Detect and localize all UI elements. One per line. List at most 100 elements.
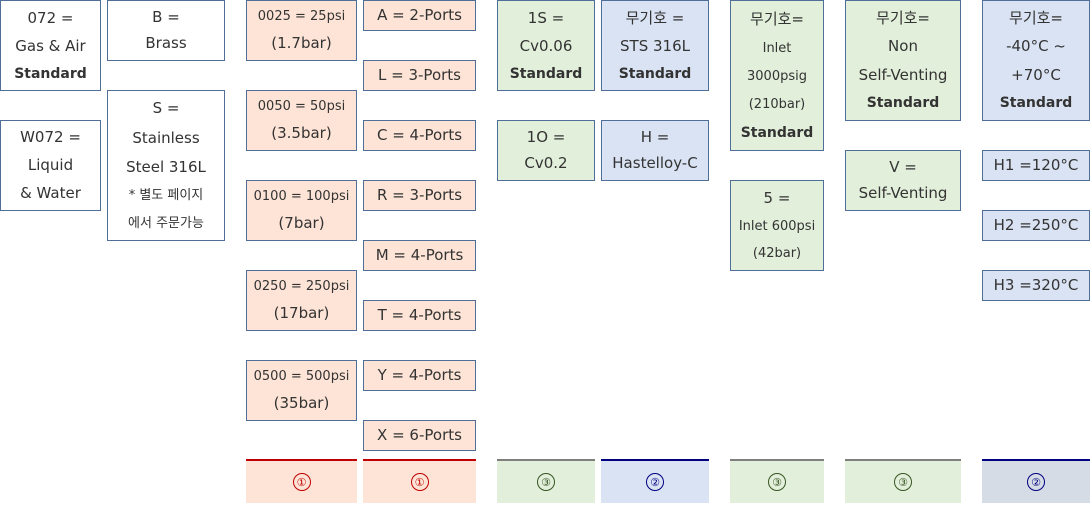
- circled-number-marker: ③: [768, 473, 786, 491]
- footer-marker-venting: ③: [845, 459, 961, 503]
- option-code: 무기호=: [1009, 8, 1063, 27]
- option-code: W072 =: [20, 128, 81, 147]
- option-temp-h3: H3 =320°C: [982, 270, 1090, 301]
- footer-marker-material: ②: [601, 459, 709, 503]
- option-note: 에서 주문가능: [128, 215, 204, 231]
- option-ports-y: Y = 4-Ports: [363, 360, 476, 391]
- option-inlet-3000: 무기호= Inlet 3000psig (210bar) Standard: [730, 0, 824, 151]
- option-ports-c: C = 4-Ports: [363, 120, 476, 151]
- option-desc: Stainless: [132, 128, 200, 147]
- standard-label: Standard: [999, 95, 1073, 112]
- option-desc: Inlet 600psi: [738, 219, 816, 234]
- option-code: H =: [640, 127, 670, 146]
- option-label: A = 2-Ports: [377, 6, 462, 24]
- option-label: X = 6-Ports: [377, 426, 462, 444]
- option-pressure-0050: 0050 = 50psi (3.5bar): [246, 90, 357, 151]
- option-temp-h2: H2 =250°C: [982, 210, 1090, 241]
- option-code: 무기호=: [876, 8, 930, 27]
- option-desc: Steel 316L: [126, 157, 206, 176]
- option-ports-x: X = 6-Ports: [363, 420, 476, 451]
- standard-label: Standard: [14, 65, 87, 82]
- standard-label: Standard: [509, 65, 583, 82]
- circled-number-marker: ②: [1027, 473, 1045, 491]
- option-ports-m: M = 4-Ports: [363, 240, 476, 271]
- option-cv-1o: 1O = Cv0.2: [497, 120, 595, 181]
- footer-marker-pressure: ①: [246, 459, 357, 503]
- option-ports-r: R = 3-Ports: [363, 180, 476, 211]
- option-code: S =: [152, 99, 180, 118]
- option-pressure-0500: 0500 = 500psi (35bar): [246, 360, 357, 421]
- option-desc: (42bar): [752, 246, 802, 261]
- option-ports-a: A = 2-Ports: [363, 0, 476, 31]
- footer-marker-ports: ①: [363, 459, 476, 503]
- option-ports-l: L = 3-Ports: [363, 60, 476, 91]
- option-desc: (35bar): [273, 393, 330, 412]
- standard-label: Standard: [618, 65, 692, 82]
- option-label: L = 3-Ports: [378, 66, 461, 84]
- footer-marker-inlet: ③: [730, 459, 824, 503]
- option-pressure-0250: 0250 = 250psi (17bar): [246, 270, 357, 331]
- option-code: 1O =: [526, 127, 566, 146]
- option-desc: (1.7bar): [271, 33, 332, 52]
- circled-number-marker: ②: [646, 473, 664, 491]
- option-desc: Hastelloy-C: [612, 154, 698, 173]
- option-desc: Liquid: [27, 155, 74, 174]
- option-code: 0025 = 25psi: [257, 9, 346, 25]
- option-self-venting: V = Self-Venting: [845, 150, 961, 211]
- option-desc: Self-Venting: [858, 65, 948, 84]
- option-code: 0100 = 100psi: [253, 189, 350, 205]
- option-desc: & Water: [20, 183, 81, 202]
- option-code: 5 =: [763, 189, 791, 207]
- option-label: C = 4-Ports: [376, 126, 463, 144]
- option-code: 0250 = 250psi: [253, 279, 350, 295]
- option-ports-t: T = 4-Ports: [363, 300, 476, 331]
- circled-number-marker: ③: [537, 473, 555, 491]
- circled-number-marker: ③: [894, 473, 912, 491]
- option-desc: (210bar): [748, 96, 806, 112]
- option-inlet-600: 5 = Inlet 600psi (42bar): [730, 180, 824, 271]
- option-desc: Cv0.2: [524, 154, 568, 173]
- option-code: 무기호=: [750, 9, 804, 28]
- option-desc: Self-Venting: [858, 184, 948, 203]
- option-code: 0050 = 50psi: [257, 99, 346, 115]
- option-desc: Brass: [145, 34, 187, 53]
- option-code: 0500 = 500psi: [253, 369, 350, 385]
- option-code: 072 =: [27, 8, 74, 27]
- option-desc: (17bar): [273, 303, 330, 322]
- option-label: T = 4-Ports: [377, 306, 462, 324]
- option-material-sts: 무기호 = STS 316L Standard: [601, 0, 709, 91]
- option-desc: Gas & Air: [15, 36, 86, 55]
- option-non-self-venting: 무기호= Non Self-Venting Standard: [845, 0, 961, 121]
- option-cv-1s: 1S = Cv0.06 Standard: [497, 0, 595, 91]
- footer-marker-temperature: ②: [982, 459, 1090, 503]
- option-pressure-0025: 0025 = 25psi (1.7bar): [246, 0, 357, 61]
- option-temp-standard: 무기호= -40°C ~ +70°C Standard: [982, 0, 1090, 121]
- option-label: H2 =250°C: [993, 216, 1079, 234]
- option-gas-air: 072 = Gas & Air Standard: [0, 0, 101, 91]
- option-desc: (7bar): [278, 213, 325, 232]
- option-label: H1 =120°C: [993, 156, 1079, 174]
- standard-label: Standard: [740, 124, 814, 141]
- option-desc: (3.5bar): [271, 123, 332, 142]
- footer-marker-cv: ③: [497, 459, 595, 503]
- option-code: 무기호 =: [625, 8, 685, 27]
- option-desc: -40°C ~: [1006, 37, 1066, 56]
- option-label: R = 3-Ports: [376, 186, 463, 204]
- option-desc: STS 316L: [620, 36, 690, 55]
- option-code: 1S =: [527, 8, 565, 27]
- option-code: B =: [152, 7, 180, 26]
- circled-number-marker: ①: [292, 473, 311, 491]
- option-material-hastelloy: H = Hastelloy-C: [601, 120, 709, 181]
- option-liquid-water: W072 = Liquid & Water: [0, 120, 101, 211]
- circled-number-marker: ①: [410, 473, 429, 491]
- option-desc: 3000psig: [747, 68, 807, 84]
- standard-label: Standard: [866, 95, 940, 112]
- option-label: M = 4-Ports: [375, 246, 464, 264]
- option-label: H3 =320°C: [993, 276, 1079, 294]
- option-pressure-0100: 0100 = 100psi (7bar): [246, 180, 357, 241]
- option-label: Y = 4-Ports: [377, 366, 462, 384]
- option-desc: +70°C: [1011, 65, 1061, 84]
- option-brass: B = Brass: [107, 0, 225, 61]
- option-desc: Inlet: [762, 40, 792, 56]
- option-code: V =: [889, 157, 917, 176]
